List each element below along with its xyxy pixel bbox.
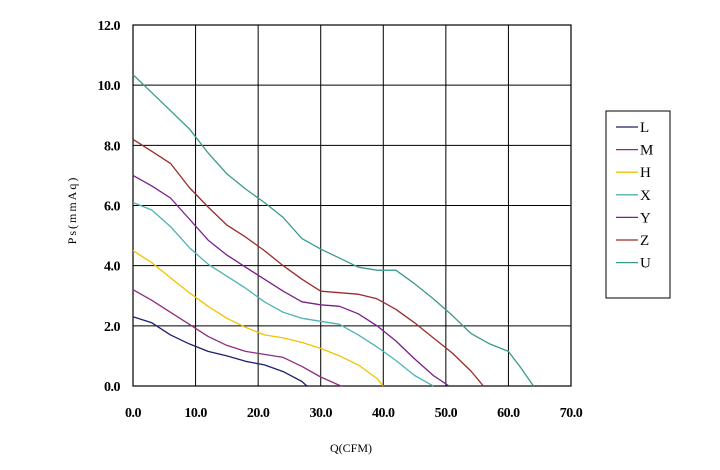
x-tick-label: 20.0 bbox=[247, 406, 270, 421]
legend-label-y: Y bbox=[640, 210, 651, 226]
series-line-u bbox=[132, 74, 535, 387]
series-line-x bbox=[132, 201, 434, 387]
x-tick-label: 30.0 bbox=[309, 406, 332, 421]
series-line-z bbox=[132, 138, 484, 387]
plot-frame bbox=[132, 24, 572, 387]
tick-labels: 0.0 10.0 20.0 30.0 40.0 50.0 60.0 70.0 0.0 2.0 4.0… bbox=[98, 19, 584, 421]
legend-label-u: U bbox=[640, 256, 651, 272]
y-tick-label: 0.0 bbox=[104, 380, 121, 395]
y-tick-label: 8.0 bbox=[104, 139, 121, 154]
legend-label-l: L bbox=[640, 120, 649, 136]
y-axis-title: Ps(mmAq) bbox=[65, 176, 79, 245]
x-axis-title: Q(CFM) bbox=[330, 441, 372, 455]
x-tick-label: 10.0 bbox=[184, 406, 207, 421]
x-tick-label: 0.0 bbox=[125, 406, 142, 421]
y-tick-label: 12.0 bbox=[98, 19, 121, 34]
y-tick-label: 2.0 bbox=[104, 320, 121, 335]
x-tick-label: 40.0 bbox=[372, 406, 395, 421]
series-line-l bbox=[132, 316, 308, 387]
legend-label-h: H bbox=[640, 165, 651, 181]
y-tick-label: 6.0 bbox=[104, 200, 121, 215]
legend-label-m: M bbox=[640, 143, 653, 159]
x-tick-label: 60.0 bbox=[497, 406, 520, 421]
legend-box bbox=[605, 110, 671, 299]
x-tick-label: 70.0 bbox=[560, 406, 583, 421]
y-tick-label: 4.0 bbox=[104, 260, 121, 275]
series-lines bbox=[132, 74, 535, 387]
legend-label-z: Z bbox=[640, 233, 649, 249]
series-line-y bbox=[132, 174, 450, 387]
x-tick-label: 50.0 bbox=[435, 406, 458, 421]
series-line-h bbox=[132, 250, 384, 387]
series-line-m bbox=[132, 289, 343, 387]
legend-label-x: X bbox=[640, 188, 651, 204]
y-tick-label: 10.0 bbox=[98, 79, 121, 94]
